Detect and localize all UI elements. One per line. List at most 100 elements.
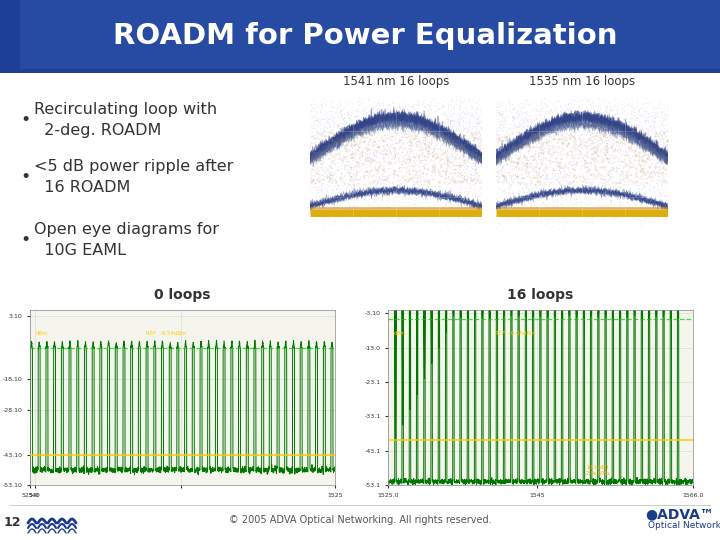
Point [599,179,611,187]
Point [342,141,354,150]
Point [460,171,472,180]
Point [393,102,405,110]
Point [616,133,627,142]
Point [318,148,329,157]
Point [468,160,480,168]
Point [314,170,325,179]
Point [595,147,607,156]
Point [380,116,392,125]
Point [445,117,456,125]
Point [431,208,442,217]
Point [318,126,330,134]
Point [311,161,323,170]
Point [503,179,515,187]
Point [343,134,355,143]
Point [650,110,662,119]
Point [434,146,446,154]
Point [631,114,643,123]
Point [321,116,333,124]
Point [560,127,572,136]
Point [343,169,354,178]
Point [593,145,605,154]
Point [547,169,559,178]
Point [493,137,505,145]
Point [570,118,581,127]
Point [472,156,483,165]
Point [382,161,393,170]
Point [458,155,469,164]
Point [508,177,519,186]
Point [320,110,332,118]
Point [611,109,623,118]
Point [391,125,402,133]
Point [468,171,480,180]
Point [574,129,585,138]
Point [334,199,346,207]
Point [377,106,388,115]
Point [494,110,505,119]
Point [333,205,344,213]
Point [413,122,425,130]
Point [420,185,431,193]
Point [526,106,538,115]
Point [307,149,319,158]
Point [618,176,629,185]
Point [307,176,319,184]
Point [476,164,487,173]
Point [612,151,624,160]
Point [608,102,619,111]
Point [605,164,616,172]
Point [593,152,604,161]
Point [357,117,369,126]
Point [504,133,516,141]
Point [456,141,467,150]
Point [413,137,424,145]
Point [616,178,627,187]
Point [446,131,457,139]
Point [535,133,546,141]
Point [571,205,582,214]
Point [592,205,603,213]
Point [629,196,641,205]
Point [661,170,672,179]
Point [585,159,597,168]
Point [456,158,468,167]
Point [584,109,595,117]
Point [510,181,522,190]
Point [375,148,387,157]
Point [532,129,544,138]
Point [438,110,449,119]
Point [305,159,316,168]
Point [327,153,338,161]
Point [391,186,402,194]
Point [467,164,478,173]
Point [496,101,508,110]
Point [584,161,595,170]
Point [585,162,597,171]
Point [471,149,482,158]
Point [423,151,435,160]
Point [444,123,456,132]
Point [320,137,332,145]
Point [436,147,447,156]
Point [560,105,572,114]
Point [330,151,342,159]
Point [311,129,323,137]
Point [658,206,670,214]
Point [383,187,395,196]
Point [410,199,422,208]
Point [329,202,341,211]
Point [440,134,451,143]
Point [327,140,338,149]
Point [534,108,545,117]
Point [409,153,420,161]
Point [607,119,618,127]
Point [464,174,476,183]
Point [503,133,515,141]
Point [454,208,465,217]
Point [318,116,329,124]
Point [424,187,436,195]
Point [564,177,575,186]
Point [568,157,580,166]
Point [381,118,392,126]
